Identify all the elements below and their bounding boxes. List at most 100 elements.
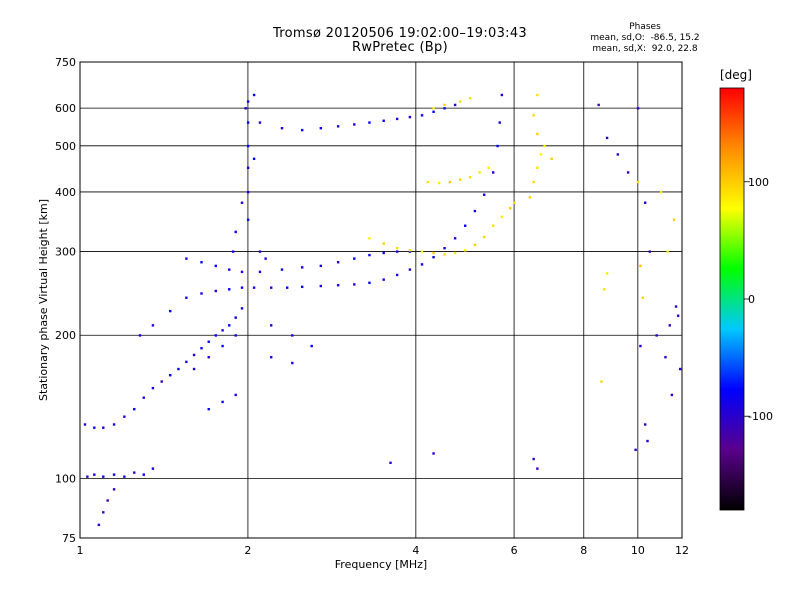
data-point <box>221 329 224 332</box>
data-point <box>443 107 446 110</box>
data-point <box>291 334 294 337</box>
data-point <box>246 218 250 221</box>
data-point <box>97 523 101 527</box>
data-point <box>258 270 262 274</box>
data-point <box>280 127 284 130</box>
data-point <box>214 289 217 293</box>
data-point <box>151 386 155 390</box>
data-point <box>664 356 667 359</box>
data-point <box>246 144 250 148</box>
data-point <box>240 270 244 274</box>
data-point <box>142 396 145 399</box>
data-point <box>300 285 304 289</box>
data-point <box>234 230 237 234</box>
data-point <box>353 123 356 126</box>
x-tick-label: 8 <box>580 544 587 557</box>
data-point <box>473 243 477 247</box>
data-point <box>382 278 385 281</box>
data-point <box>214 264 217 268</box>
data-point <box>453 103 457 107</box>
y-axis-label: Stationary phase Virtual Height [km] <box>37 199 50 401</box>
data-point <box>536 132 539 136</box>
data-point <box>483 193 486 196</box>
data-point <box>432 107 435 110</box>
data-point <box>432 251 435 255</box>
data-point <box>285 286 289 289</box>
chart-subtitle: RwPretec (Bp) <box>352 40 448 55</box>
data-point <box>86 475 89 478</box>
x-tick-label: 12 <box>675 544 689 557</box>
data-point <box>207 340 210 343</box>
data-point <box>473 209 477 213</box>
data-point <box>408 250 412 253</box>
data-point <box>643 423 647 426</box>
data-point <box>102 426 105 429</box>
data-point <box>133 471 136 474</box>
data-point <box>509 207 512 210</box>
data-point <box>395 273 399 277</box>
data-point <box>319 127 323 130</box>
data-point <box>648 250 652 253</box>
data-point <box>536 166 539 169</box>
data-point <box>532 114 535 117</box>
data-point <box>420 263 424 266</box>
data-point <box>453 237 457 240</box>
data-point <box>603 288 606 291</box>
data-point <box>672 218 676 221</box>
y-tick-label: 75 <box>62 532 76 545</box>
data-point <box>102 475 105 478</box>
data-point <box>93 473 96 476</box>
data-point <box>382 251 385 255</box>
data-point <box>659 190 663 194</box>
data-point <box>678 367 682 371</box>
data-point <box>123 415 126 418</box>
colorbar-tick-label: 0 <box>748 293 755 306</box>
data-point <box>185 360 188 364</box>
data-point <box>280 268 284 271</box>
data-point <box>550 157 553 161</box>
data-point <box>368 121 371 124</box>
data-point <box>432 110 435 114</box>
data-point <box>151 324 155 327</box>
data-point <box>464 249 467 252</box>
phase-o-mode: mean, sd,O: -86.5, 15.2 <box>590 33 700 43</box>
colorbar-tick-label: 100 <box>748 176 769 189</box>
data-point <box>483 235 486 239</box>
data-point <box>246 166 250 169</box>
data-point <box>487 166 490 169</box>
data-point <box>368 237 371 240</box>
data-point <box>177 367 180 371</box>
colorbar <box>719 87 745 511</box>
data-point <box>258 121 262 124</box>
data-point <box>453 251 457 255</box>
data-point <box>536 467 539 470</box>
data-point <box>382 119 385 122</box>
data-point <box>336 261 340 264</box>
data-point <box>408 268 412 271</box>
data-point <box>228 324 231 327</box>
data-points <box>83 93 682 527</box>
data-point <box>234 316 237 319</box>
data-point <box>432 256 435 259</box>
y-tick-label: 750 <box>55 56 76 69</box>
data-point <box>674 305 678 308</box>
data-point <box>102 511 105 514</box>
grid-lines <box>80 62 682 538</box>
y-axis-ticks: 75 100 200 300 400 500 600 750 <box>55 56 76 545</box>
data-point <box>200 261 203 264</box>
data-point <box>207 356 210 359</box>
data-point <box>336 125 340 128</box>
plot-frame <box>79 61 683 539</box>
x-tick-label: 2 <box>244 544 251 557</box>
y-tick-label: 100 <box>55 473 76 486</box>
data-point <box>291 361 294 365</box>
phase-statistics: Phases mean, sd,O: -86.5, 15.2 mean, sd,… <box>585 22 705 55</box>
data-point <box>246 121 250 124</box>
data-point <box>169 374 172 377</box>
data-point <box>353 257 356 260</box>
data-point <box>464 224 467 227</box>
y-tick-label: 300 <box>55 245 76 258</box>
data-point <box>221 344 224 348</box>
data-point <box>112 423 116 426</box>
data-point <box>240 201 244 204</box>
